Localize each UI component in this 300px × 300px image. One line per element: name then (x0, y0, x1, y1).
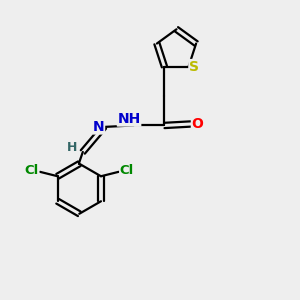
Text: N: N (93, 120, 104, 134)
Text: S: S (189, 60, 199, 74)
Text: Cl: Cl (25, 164, 39, 177)
Text: NH: NH (117, 112, 141, 126)
Text: O: O (191, 117, 203, 131)
Text: H: H (66, 141, 77, 154)
Text: Cl: Cl (120, 164, 134, 177)
